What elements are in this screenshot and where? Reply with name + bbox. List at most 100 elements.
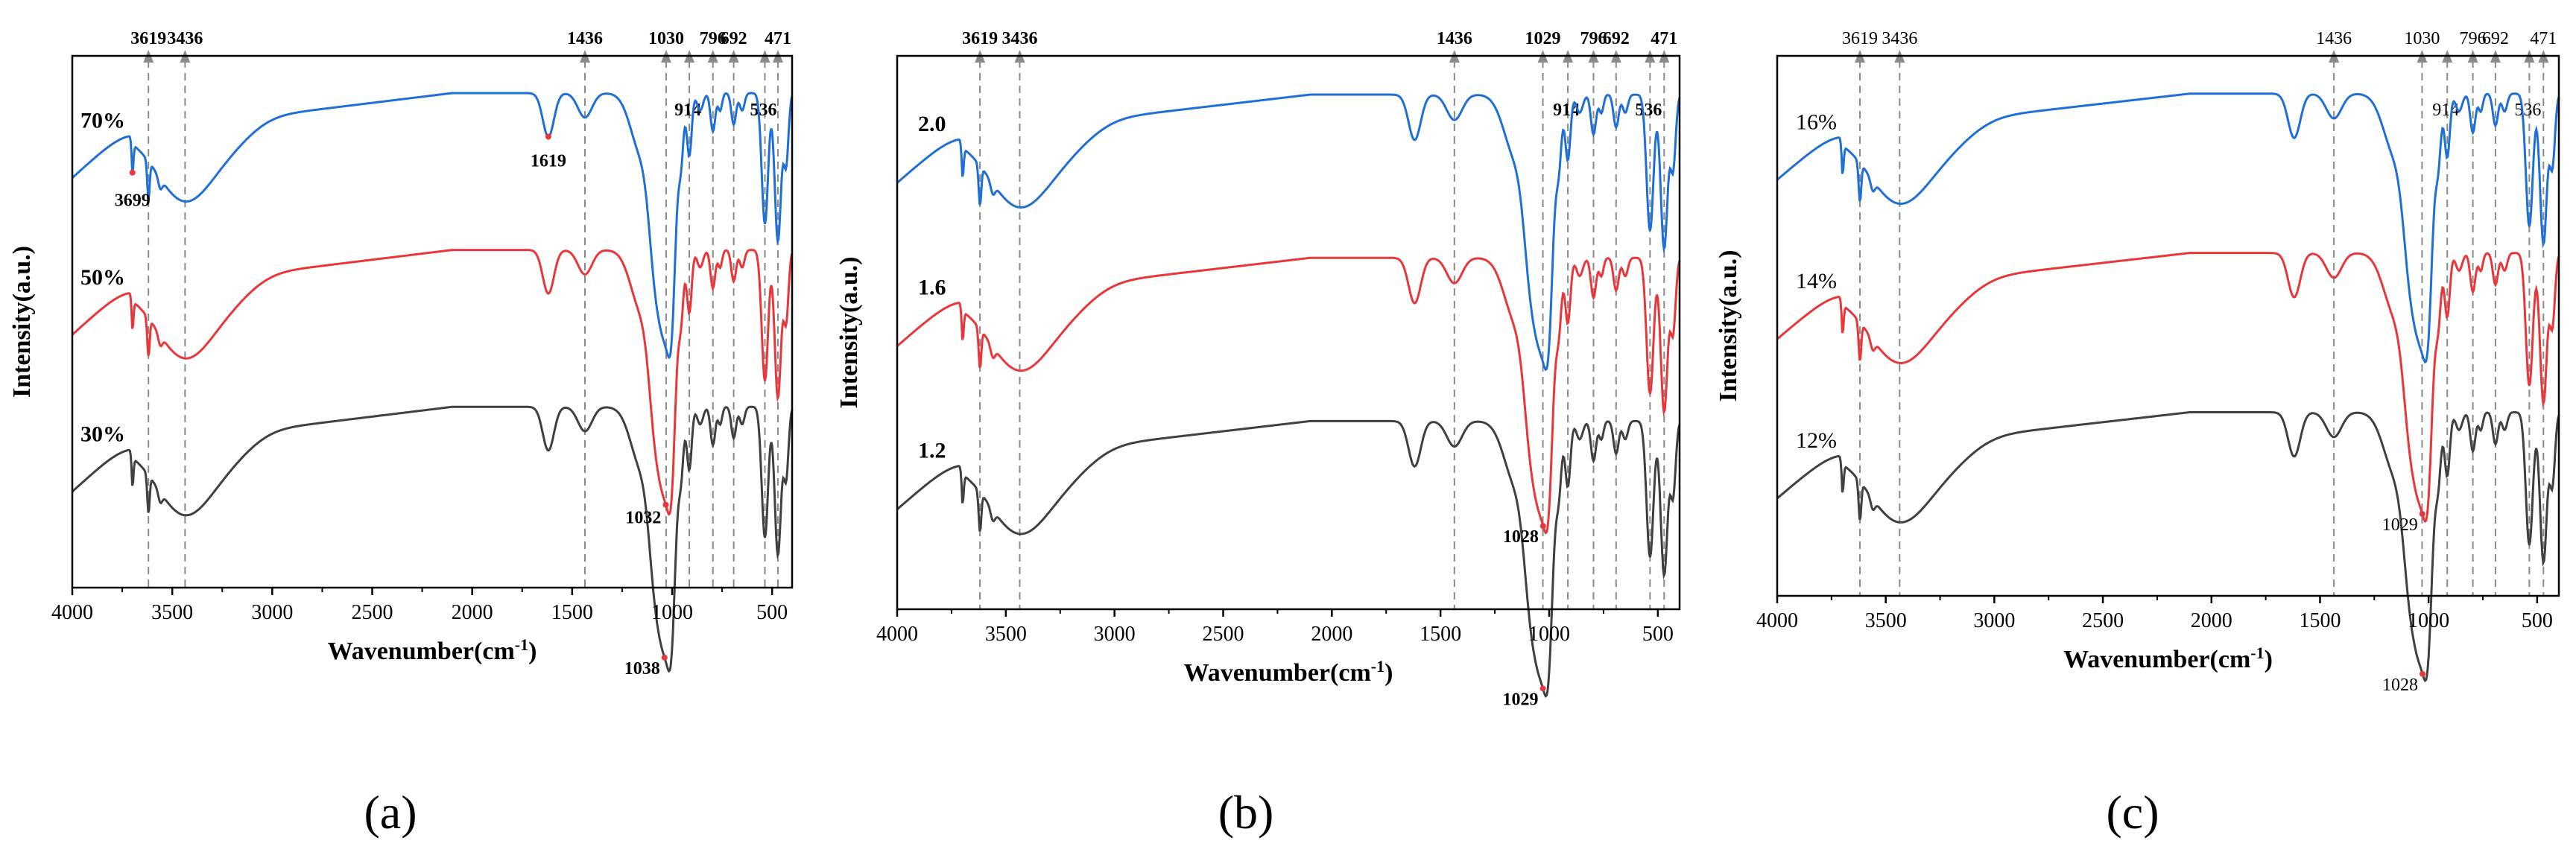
reference-label: 1030 — [2404, 29, 2440, 48]
chart-panel-a: 3619 3436 1436 103091479669253647170%50%30%… — [8, 29, 794, 839]
peak-marker — [2420, 670, 2426, 677]
x-axis-label-main: Wavenumber(cm — [2063, 646, 2250, 673]
series-line-12 — [1776, 410, 2560, 683]
x-tick-label: 1500 — [1420, 623, 1461, 646]
x-axis-label: Wavenumber(cm-1) — [1184, 657, 1393, 687]
panel-letter: (a) — [364, 786, 417, 839]
reference-label: 3436 — [167, 29, 203, 48]
x-tick-label: 3500 — [151, 601, 193, 624]
x-axis-label-main: Wavenumber(cm — [328, 638, 515, 665]
series-label: 16% — [1796, 109, 1837, 134]
reference-label: 3619 — [130, 29, 166, 48]
series-label: 70% — [80, 108, 125, 133]
peak-marker — [1539, 685, 1546, 692]
x-tick-label: 500 — [756, 601, 788, 624]
x-tick-label: 1000 — [1528, 623, 1570, 646]
x-tick-label: 2500 — [2082, 609, 2124, 632]
x-axis-label: Wavenumber(cm-1) — [328, 635, 537, 666]
series-line-16 — [1776, 92, 2560, 364]
plot-frame — [71, 54, 794, 589]
chart-panel-b: 3619 3436 1436 10299147966925364712.01.61.2… — [835, 29, 1681, 839]
x-tick-label: 4000 — [876, 623, 918, 646]
x-tick-label: 1500 — [2299, 609, 2341, 632]
peak-marker — [661, 654, 668, 661]
series-line-1-6 — [896, 256, 1681, 535]
reference-label: 1436 — [1437, 29, 1472, 48]
x-tick-label: 2000 — [2191, 609, 2232, 632]
reference-label: 1436 — [567, 29, 603, 48]
reference-label: 3619 — [962, 29, 998, 48]
peak-label: 1038 — [624, 659, 660, 679]
x-tick-label: 3000 — [251, 601, 293, 624]
peak-marker — [129, 169, 136, 176]
reference-label: 692 — [2482, 29, 2509, 48]
reference-label: 796 — [1580, 29, 1607, 48]
series-line-70 — [72, 92, 794, 360]
series-label: 30% — [80, 422, 125, 447]
peak-marker — [545, 133, 551, 140]
x-axis-label-tail: ) — [528, 638, 537, 665]
y-axis-label: Intensity(a.u.) — [8, 246, 36, 398]
series-line-14 — [1776, 252, 2560, 524]
peak-label: 1032 — [625, 509, 661, 528]
panel-letter: (b) — [1218, 786, 1274, 839]
peak-label: 3699 — [115, 191, 151, 211]
x-axis-label-superscript: -1 — [2250, 644, 2264, 662]
reference-label: 536 — [2514, 101, 2541, 120]
x-tick-label: 1500 — [551, 601, 593, 624]
x-tick-label: 4000 — [1756, 609, 1798, 632]
x-tick-label: 2500 — [1203, 623, 1244, 646]
x-tick-label: 4000 — [51, 601, 93, 624]
x-tick-label: 3000 — [1094, 623, 1136, 646]
reference-label: 3619 — [1842, 29, 1878, 48]
peak-label: 1028 — [2382, 676, 2418, 695]
reference-label: 1030 — [648, 29, 684, 48]
peak-label: 1029 — [1503, 690, 1539, 709]
y-axis-label: Intensity(a.u.) — [835, 256, 863, 408]
panel-letter: (c) — [2106, 786, 2159, 839]
x-tick-label: 2000 — [452, 601, 493, 624]
reference-label: 692 — [1603, 29, 1630, 48]
x-tick-label: 2500 — [352, 601, 393, 624]
peak-marker — [2419, 510, 2425, 517]
x-tick-label: 500 — [2522, 609, 2553, 632]
series-label: 12% — [1796, 428, 1837, 453]
x-axis-label-main: Wavenumber(cm — [1184, 659, 1371, 687]
peak-marker — [662, 501, 669, 508]
x-tick-label: 3500 — [1865, 609, 1907, 632]
series-label: 2.0 — [918, 112, 946, 136]
reference-label: 692 — [721, 29, 747, 48]
x-tick-label: 2000 — [1311, 623, 1352, 646]
series-label: 1.2 — [918, 439, 946, 463]
series-line-1-2 — [896, 419, 1681, 698]
reference-label: 3436 — [1002, 29, 1038, 48]
series-line-2-0 — [896, 93, 1681, 372]
reference-label: 536 — [750, 101, 777, 120]
x-axis-label: Wavenumber(cm-1) — [2063, 644, 2273, 674]
reference-label: 796 — [700, 29, 727, 48]
peak-label: 1619 — [531, 152, 566, 171]
reference-label: 3436 — [1882, 29, 1917, 48]
series-line-50 — [71, 249, 794, 516]
reference-label: 471 — [1651, 29, 1677, 48]
series-label: 1.6 — [918, 275, 946, 299]
x-tick-label: 1000 — [2408, 609, 2449, 632]
chart-panel-c: 3619 3436 1436 103091479669253647116%14%12%… — [1715, 29, 2560, 839]
reference-label: 1029 — [1525, 29, 1561, 48]
x-tick-label: 3500 — [985, 623, 1027, 646]
reference-label: 1436 — [2316, 29, 2352, 48]
x-axis-label-superscript: -1 — [515, 635, 528, 654]
x-axis-label-tail: ) — [2265, 646, 2273, 673]
reference-label: 536 — [1635, 101, 1662, 120]
peak-label: 1028 — [1503, 527, 1539, 547]
x-tick-label: 1000 — [651, 601, 693, 624]
plot-frame — [1776, 54, 2560, 597]
reference-label: 796 — [2460, 29, 2487, 48]
y-axis-label: Intensity(a.u.) — [1715, 250, 1742, 401]
reference-label: 471 — [2530, 29, 2557, 48]
x-axis-label-superscript: -1 — [1371, 657, 1384, 676]
series-label: 50% — [80, 265, 125, 290]
x-tick-label: 3000 — [1973, 609, 2015, 632]
peak-marker — [1539, 523, 1546, 530]
